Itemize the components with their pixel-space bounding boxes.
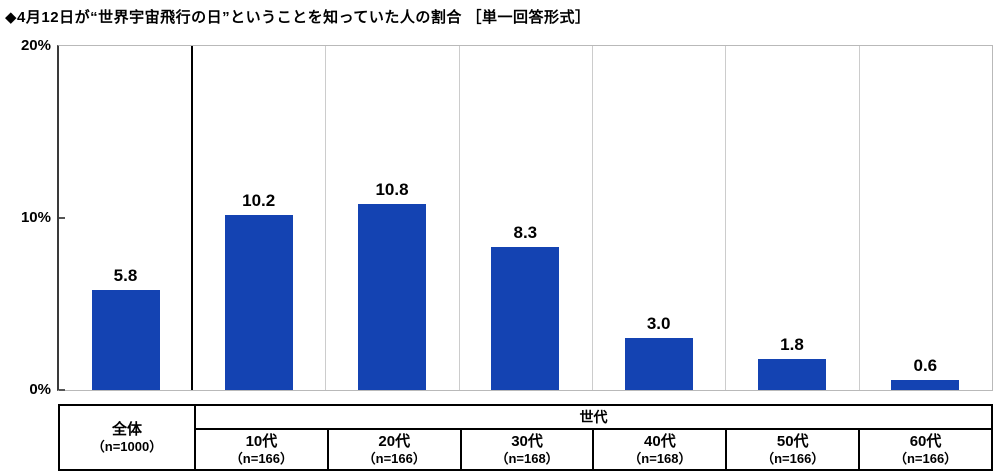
- bar-value-label: 8.3: [513, 223, 538, 243]
- table-cell-age-group: 60代 （n=166）: [858, 428, 993, 471]
- column-separator-line: [725, 46, 727, 390]
- age-group-label: 40代: [644, 432, 676, 450]
- column-separator-line: [458, 46, 460, 390]
- table-cell-age-group: 20代 （n=166）: [326, 428, 462, 471]
- generation-header: 世代: [194, 404, 993, 430]
- table-cell-age-group: 50代 （n=166）: [725, 428, 861, 471]
- column-separator-line: [325, 46, 327, 390]
- column-separator-line: [592, 46, 593, 390]
- age-group-sample-size: （n=166）: [893, 450, 958, 466]
- bar: [758, 359, 826, 390]
- age-group-label: 20代: [378, 432, 411, 450]
- age-group-label: 30代: [511, 432, 543, 450]
- bar-value-label: 5.8: [113, 266, 138, 286]
- bar: [891, 379, 960, 390]
- plot-area: 5.8 10.2 10.8 8.3 3.0 1.8 0.6: [57, 45, 993, 391]
- bar-value-label: 3.0: [646, 314, 671, 334]
- table-cell-age-group: 10代 （n=166）: [194, 428, 329, 471]
- age-group-sample-size: （n=166）: [761, 450, 825, 466]
- y-axis-tick-label: 20%: [20, 37, 51, 54]
- age-group-label: 60代: [909, 432, 942, 450]
- y-axis-tick-mark: [59, 389, 65, 391]
- y-axis-tick-label: 10%: [20, 209, 51, 226]
- age-group-sample-size: （n=168）: [495, 450, 559, 466]
- table-cell-overall: 全体 （n=1000）: [58, 404, 196, 471]
- overall-sample-size: （n=1000）: [91, 438, 163, 454]
- overall-label: 全体: [111, 420, 142, 438]
- category-table: 全体 （n=1000） 世代 10代 （n=166） 20代 （n=166） 30代 （n=16…: [58, 404, 993, 471]
- bar-value-label: 10.2: [242, 190, 276, 210]
- bar-value-label: 1.8: [780, 335, 804, 355]
- bar: [224, 214, 293, 390]
- age-group-sample-size: （n=168）: [628, 450, 692, 466]
- age-group-sample-size: （n=166）: [229, 450, 294, 466]
- column-separator-line: [858, 46, 860, 390]
- age-group-label: 10代: [245, 432, 278, 450]
- bar: [91, 290, 160, 390]
- age-group-sample-size: （n=166）: [362, 450, 426, 466]
- bar: [624, 338, 693, 390]
- y-axis-tick-mark: [59, 217, 65, 219]
- bar-value-label: 10.8: [375, 180, 409, 200]
- age-group-label: 50代: [776, 432, 809, 450]
- bar: [491, 247, 560, 390]
- overall-separator-line: [191, 46, 193, 390]
- table-cell-age-group: 30代 （n=168）: [459, 428, 595, 471]
- y-axis-tick-label: 0%: [29, 381, 51, 398]
- chart-title: ◆4月12日が“世界宇宙飛行の日”ということを知っていた人の割合 ［単一回答形式…: [5, 9, 591, 26]
- bar-value-label: 0.6: [913, 355, 938, 375]
- table-cell-age-group: 40代 （n=168）: [592, 428, 728, 471]
- bar: [358, 204, 426, 390]
